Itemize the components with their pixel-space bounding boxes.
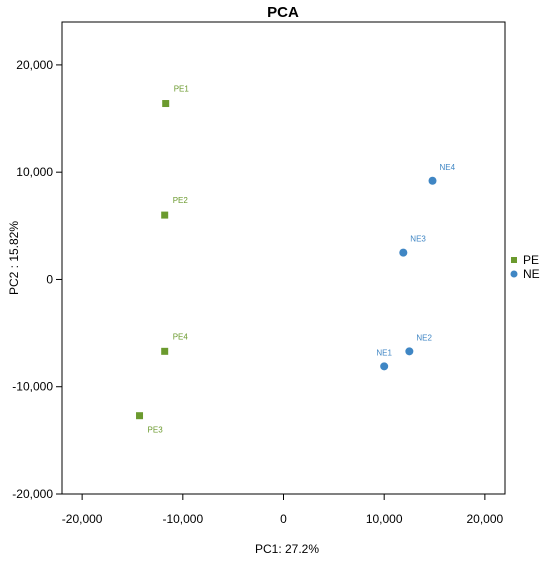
point-label: NE2 [416, 333, 432, 342]
pe-point-marker [162, 100, 170, 108]
plot-area [61, 21, 506, 495]
y-tick-label: 10,000 [16, 165, 53, 179]
x-axis: -20,000 -10,000 0 10,000 20,000 [62, 493, 504, 526]
pe-point-marker [161, 211, 169, 219]
pe-point-marker [136, 412, 144, 420]
point-label: NE3 [410, 235, 426, 244]
x-tick-label: -20,000 [62, 512, 103, 526]
y-tick-label: -10,000 [12, 380, 53, 394]
point-label: PE1 [174, 85, 190, 94]
data-points: PE1 PE2 PE4 PE3 NE4 NE3 NE2 NE1 [136, 85, 456, 435]
point-label: PE3 [148, 426, 164, 435]
x-tick-label: -10,000 [162, 512, 203, 526]
ne-point-marker [405, 347, 414, 356]
ne-point-marker [428, 176, 437, 185]
x-tick-label: 0 [280, 512, 287, 526]
ne-point-marker [380, 362, 389, 371]
legend-label: PE [523, 253, 539, 267]
y-tick-label: -20,000 [12, 487, 53, 501]
x-tick-label: 20,000 [467, 512, 504, 526]
legend-marker-ne [510, 270, 518, 278]
x-tick-label: 10,000 [366, 512, 403, 526]
point-label: PE4 [173, 332, 189, 341]
point-label: PE2 [173, 196, 189, 205]
legend-marker-pe [511, 257, 517, 263]
y-tick-label: 20,000 [16, 58, 53, 72]
y-tick-label: 0 [46, 272, 53, 286]
point-label: NE4 [440, 163, 456, 172]
y-axis: -20,000 -10,000 0 10,000 20,000 [12, 58, 63, 501]
pe-point-marker [161, 347, 169, 355]
x-axis-label: PC1: 27.2% [255, 542, 319, 556]
chart-title: PCA [267, 4, 299, 21]
y-axis-label: PC2 : 15.82% [7, 221, 21, 295]
point-label: NE1 [376, 348, 392, 357]
ne-point-marker [399, 248, 408, 257]
legend-label: NE [523, 267, 540, 281]
